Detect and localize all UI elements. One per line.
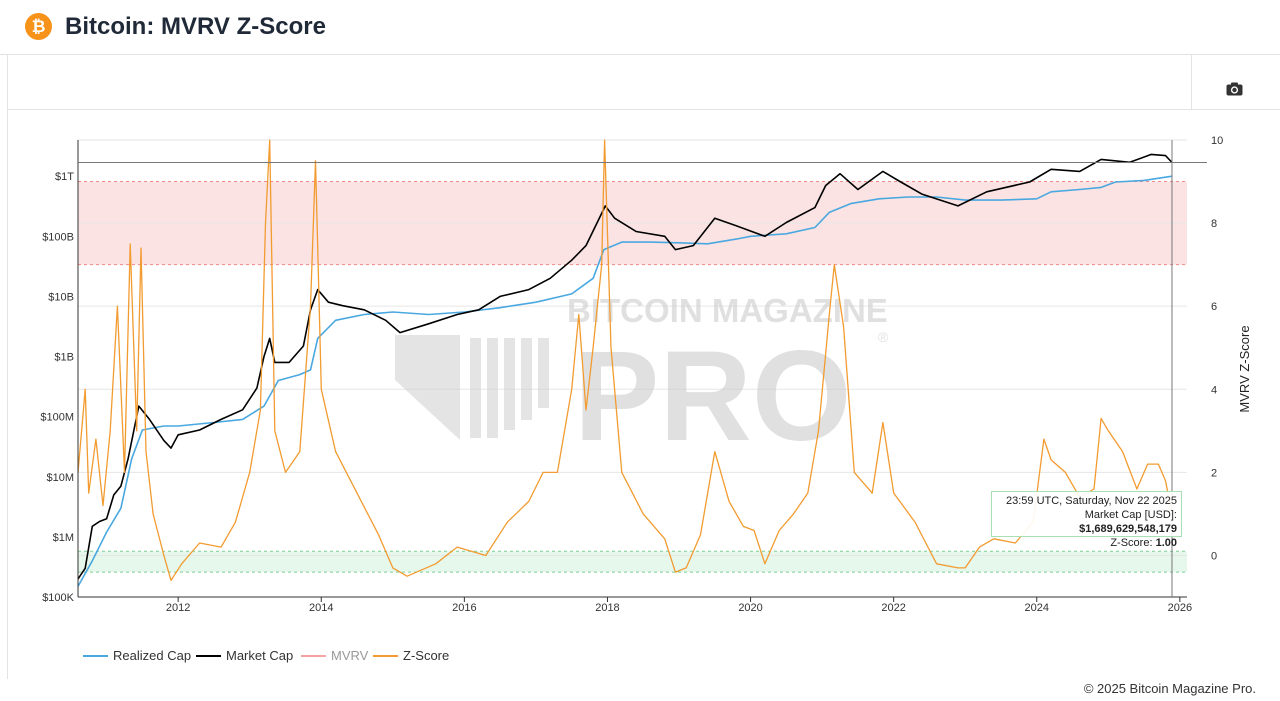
watermark-bars-icon xyxy=(395,335,549,440)
series-market-cap xyxy=(77,153,1173,580)
legend-swatch xyxy=(373,655,398,657)
tooltip-market-cap: Market Cap [USD]: $1,689,629,548,179 xyxy=(1079,509,1177,535)
legend-label: MVRV xyxy=(331,648,369,663)
x-tick-label: 2012 xyxy=(166,602,190,614)
x-tick-label: 2022 xyxy=(881,602,905,614)
bitcoin-logo-icon: ₿ xyxy=(25,13,52,40)
right-tick-label: 8 xyxy=(1211,218,1217,230)
left-tick-label: $1M xyxy=(53,532,74,544)
band-1 xyxy=(78,551,1187,573)
watermark: BITCOIN MAGAZINE PRO ® xyxy=(395,292,889,468)
tooltip-date: 23:59 UTC, Saturday, Nov 22 2025 xyxy=(1005,495,1177,507)
series-z-score xyxy=(77,139,1173,582)
watermark-line1: BITCOIN MAGAZINE xyxy=(567,292,888,329)
legend-label: Z-Score xyxy=(403,648,450,663)
legend-label: Realized Cap xyxy=(113,648,192,663)
camera-icon[interactable] xyxy=(1225,80,1244,99)
right-tick-label: 6 xyxy=(1211,301,1217,313)
x-tick-label: 2026 xyxy=(1168,602,1192,614)
right-tick-label: 4 xyxy=(1211,384,1217,396)
right-axis-label: MVRV Z-Score xyxy=(1237,325,1252,412)
watermark-registered-mark: ® xyxy=(878,329,889,345)
legend-label: Market Cap xyxy=(226,648,294,663)
left-tick-label: $100M xyxy=(40,412,74,424)
chart-frame-left-border xyxy=(7,109,8,679)
chart-axes xyxy=(77,140,1187,598)
x-tick-label: 2016 xyxy=(452,602,476,614)
x-tick-label: 2020 xyxy=(738,602,762,614)
legend-swatch xyxy=(83,655,108,657)
x-tick-label: 2014 xyxy=(309,602,333,614)
legend-swatch xyxy=(196,655,221,657)
left-tick-label: $100K xyxy=(42,592,74,604)
x-tick-label: 2018 xyxy=(595,602,619,614)
left-tick-label: $1T xyxy=(55,171,74,183)
page-title: Bitcoin: MVRV Z-Score xyxy=(65,13,326,40)
toolbar-divider xyxy=(1191,54,1192,109)
chart-toolbar xyxy=(7,54,1280,110)
hover-tooltip: 23:59 UTC, Saturday, Nov 22 2025 Market … xyxy=(991,491,1182,549)
right-tick-label: 0 xyxy=(1211,550,1217,562)
header-bar: ₿ Bitcoin: MVRV Z-Score xyxy=(0,0,1280,55)
left-tick-label: $10B xyxy=(48,291,74,303)
tooltip-zscore: Z-Score: 1.00 xyxy=(1110,537,1177,549)
series-realized-cap xyxy=(77,175,1173,587)
right-tick-label: 2 xyxy=(1211,467,1217,479)
right-tick-label: 10 xyxy=(1211,135,1223,147)
chart-tick-labels: $100K $1M $10M $100M $1B $10B $100B $1T 0 2 4 6 8 10 2… xyxy=(40,135,1252,614)
legend-swatch xyxy=(301,655,326,657)
chart-series xyxy=(77,139,1173,587)
mvrv-zscore-chart[interactable]: BITCOIN MAGAZINE PRO ® $100K $1M $10M $100M… xyxy=(0,0,1280,640)
left-tick-label: $100B xyxy=(42,231,74,243)
copyright-notice: © 2025 Bitcoin Magazine Pro. xyxy=(1083,681,1256,696)
left-tick-label: $1B xyxy=(54,352,74,364)
x-tick-label: 2024 xyxy=(1025,602,1049,614)
left-tick-label: $10M xyxy=(46,472,74,484)
watermark-line2: PRO xyxy=(574,325,851,468)
